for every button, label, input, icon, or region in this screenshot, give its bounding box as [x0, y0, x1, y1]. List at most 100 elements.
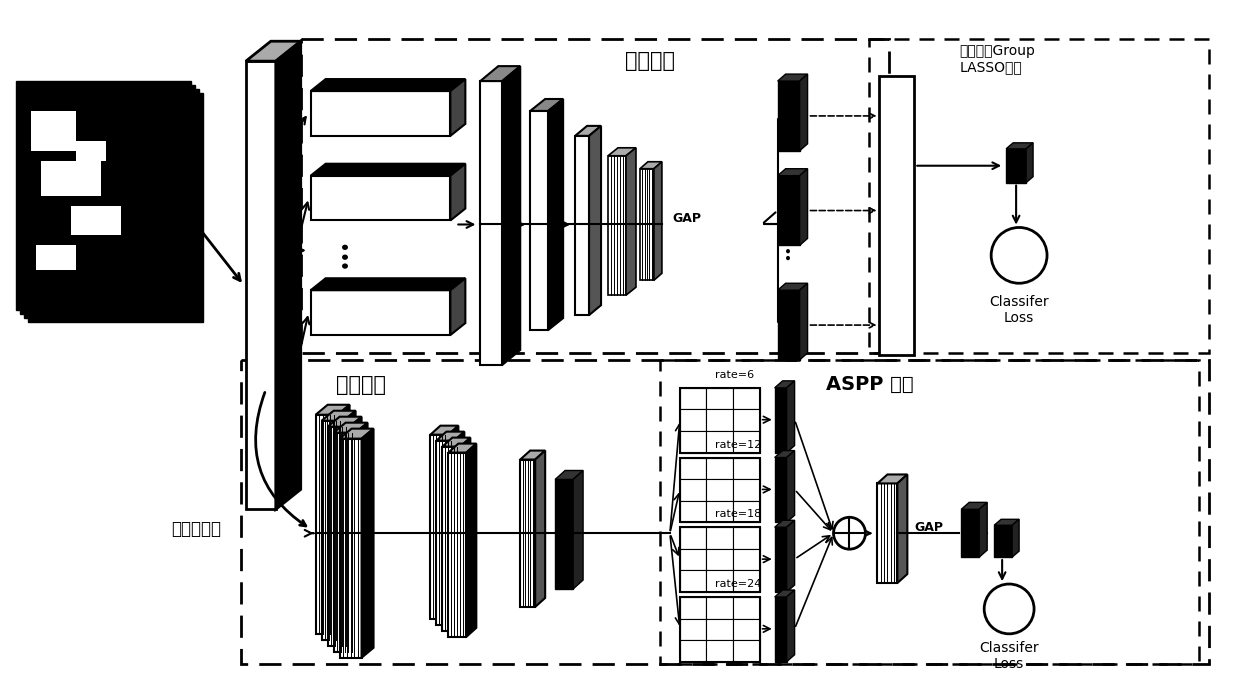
Bar: [869, 39, 1209, 353]
Bar: [775, 458, 786, 522]
Polygon shape: [334, 423, 367, 433]
Bar: [575, 136, 589, 315]
Text: 稀疏处理Group
LASSO正则: 稀疏处理Group LASSO正则: [960, 44, 1035, 74]
Circle shape: [833, 517, 866, 549]
Bar: [640, 169, 653, 280]
Bar: [680, 549, 707, 570]
Bar: [680, 527, 760, 592]
Polygon shape: [575, 126, 601, 136]
Bar: [71, 205, 122, 236]
Bar: [733, 597, 760, 618]
Text: rate=12: rate=12: [714, 440, 761, 449]
Polygon shape: [275, 41, 301, 509]
Polygon shape: [450, 79, 465, 136]
Polygon shape: [898, 475, 908, 583]
Bar: [311, 91, 450, 136]
Bar: [775, 527, 786, 592]
Text: Classifer
Loss: Classifer Loss: [980, 641, 1039, 671]
Polygon shape: [321, 411, 356, 420]
Bar: [707, 597, 733, 618]
Bar: [777, 81, 800, 150]
Polygon shape: [786, 451, 795, 522]
Bar: [878, 484, 898, 583]
Polygon shape: [311, 278, 465, 290]
Polygon shape: [311, 164, 465, 176]
Bar: [733, 458, 760, 479]
Bar: [733, 618, 760, 640]
Polygon shape: [466, 444, 476, 637]
Bar: [707, 458, 733, 479]
Polygon shape: [246, 41, 301, 61]
Polygon shape: [878, 475, 908, 484]
Bar: [994, 526, 1012, 557]
Polygon shape: [460, 438, 470, 631]
Polygon shape: [1012, 519, 1019, 557]
Polygon shape: [450, 278, 465, 335]
Polygon shape: [626, 148, 636, 295]
Polygon shape: [775, 520, 795, 527]
Polygon shape: [548, 99, 563, 330]
Bar: [775, 388, 786, 453]
Bar: [608, 156, 626, 295]
Text: GAP: GAP: [914, 521, 944, 534]
Polygon shape: [786, 590, 795, 662]
Polygon shape: [777, 169, 807, 176]
Bar: [31, 111, 76, 150]
Bar: [680, 501, 707, 522]
Text: ASPP 模块: ASPP 模块: [826, 375, 913, 394]
Text: 共享卷积层: 共享卷积层: [171, 520, 221, 538]
Polygon shape: [356, 423, 367, 652]
Bar: [430, 435, 449, 619]
Bar: [301, 39, 889, 353]
Polygon shape: [521, 451, 546, 460]
Bar: [733, 431, 760, 453]
Bar: [775, 597, 786, 662]
Bar: [777, 176, 800, 245]
Bar: [680, 388, 707, 409]
Polygon shape: [337, 405, 350, 634]
Bar: [733, 640, 760, 662]
Text: rate=6: rate=6: [714, 370, 754, 380]
Polygon shape: [961, 502, 987, 509]
Bar: [680, 640, 707, 662]
Polygon shape: [449, 444, 476, 453]
Polygon shape: [994, 519, 1019, 526]
Polygon shape: [653, 161, 662, 280]
Text: Classifer
Loss: Classifer Loss: [990, 295, 1049, 326]
Bar: [660, 360, 1199, 664]
Bar: [733, 409, 760, 431]
Polygon shape: [449, 426, 459, 619]
Polygon shape: [980, 502, 987, 557]
Bar: [707, 549, 733, 570]
Bar: [707, 431, 733, 453]
Bar: [241, 360, 1209, 664]
Bar: [733, 479, 760, 501]
Bar: [20, 85, 195, 314]
Polygon shape: [531, 99, 563, 111]
Bar: [246, 61, 275, 509]
Circle shape: [985, 584, 1034, 634]
Polygon shape: [608, 148, 636, 156]
Bar: [680, 431, 707, 453]
Polygon shape: [1006, 143, 1033, 149]
Bar: [707, 388, 733, 409]
Bar: [707, 618, 733, 640]
Polygon shape: [430, 426, 459, 435]
Polygon shape: [480, 66, 521, 81]
Bar: [25, 89, 198, 318]
Polygon shape: [573, 471, 583, 589]
Bar: [680, 570, 707, 592]
Bar: [680, 479, 707, 501]
Bar: [680, 458, 760, 522]
Bar: [707, 527, 733, 549]
Bar: [707, 409, 733, 431]
Bar: [321, 420, 343, 640]
Polygon shape: [800, 169, 807, 245]
Polygon shape: [436, 431, 464, 440]
Bar: [1006, 149, 1025, 183]
Bar: [311, 176, 450, 221]
Bar: [531, 111, 548, 330]
Polygon shape: [311, 79, 465, 91]
Circle shape: [991, 227, 1047, 283]
Polygon shape: [556, 471, 583, 480]
